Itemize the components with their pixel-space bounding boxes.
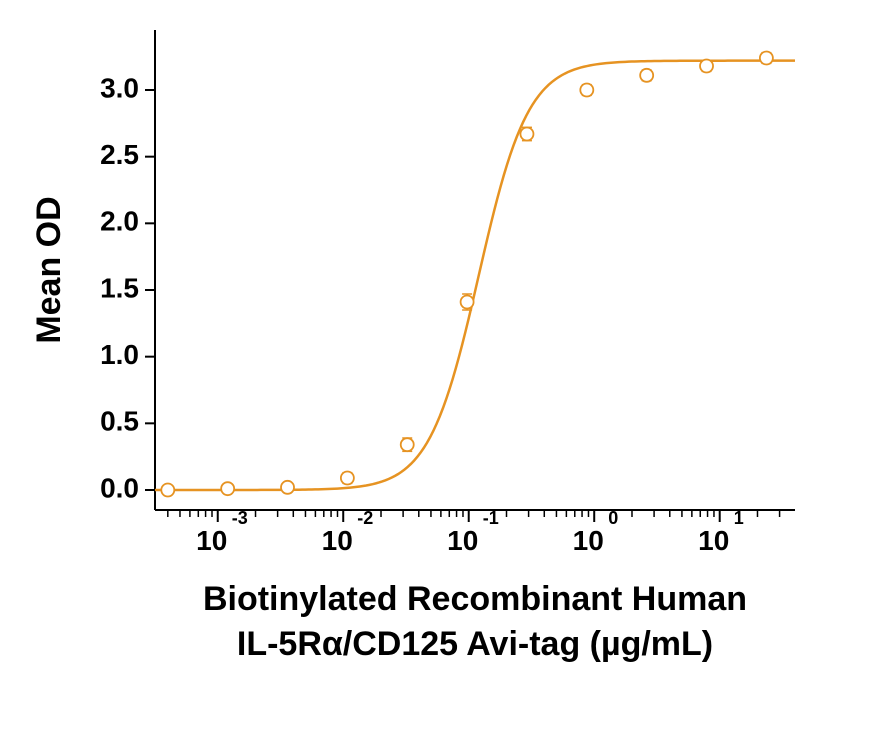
data-point [161,484,174,497]
dose-response-chart: 0.00.51.01.52.02.53.010-310-210-1100101M… [0,0,877,736]
y-tick-label: 3.0 [100,72,139,103]
data-point [640,69,653,82]
data-point [221,482,234,495]
y-tick-label: 1.0 [100,339,139,370]
x-axis-title-line2: IL-5Rα/CD125 Avi-tag (µg/mL) [237,625,713,663]
svg-text:1: 1 [734,508,744,528]
svg-text:10: 10 [698,525,729,556]
svg-text:10: 10 [447,525,478,556]
svg-text:10: 10 [573,525,604,556]
x-tick-label: 100 [573,508,619,556]
data-point [281,481,294,494]
svg-text:10: 10 [322,525,353,556]
y-tick-label: 0.5 [100,406,139,437]
fitted-curve [155,61,795,490]
svg-text:0: 0 [608,508,618,528]
x-tick-label: 10-3 [196,508,248,556]
svg-text:-3: -3 [232,508,248,528]
x-tick-label: 101 [698,508,744,556]
x-axis-title-line1: Biotinylated Recombinant Human [203,580,747,618]
data-point [461,296,474,309]
svg-text:-1: -1 [483,508,499,528]
svg-text:-2: -2 [357,508,373,528]
data-point [580,84,593,97]
data-point [760,52,773,65]
data-point [700,60,713,73]
y-tick-label: 0.0 [100,472,139,503]
y-axis-title: Mean OD [30,196,68,343]
data-point [341,472,354,485]
y-tick-label: 2.5 [100,139,139,170]
y-tick-label: 2.0 [100,206,139,237]
chart-svg: 0.00.51.01.52.02.53.010-310-210-1100101M… [0,0,877,736]
data-point [520,128,533,141]
x-tick-label: 10-2 [322,508,374,556]
x-tick-label: 10-1 [447,508,499,556]
svg-text:10: 10 [196,525,227,556]
y-tick-label: 1.5 [100,272,139,303]
data-point [401,438,414,451]
